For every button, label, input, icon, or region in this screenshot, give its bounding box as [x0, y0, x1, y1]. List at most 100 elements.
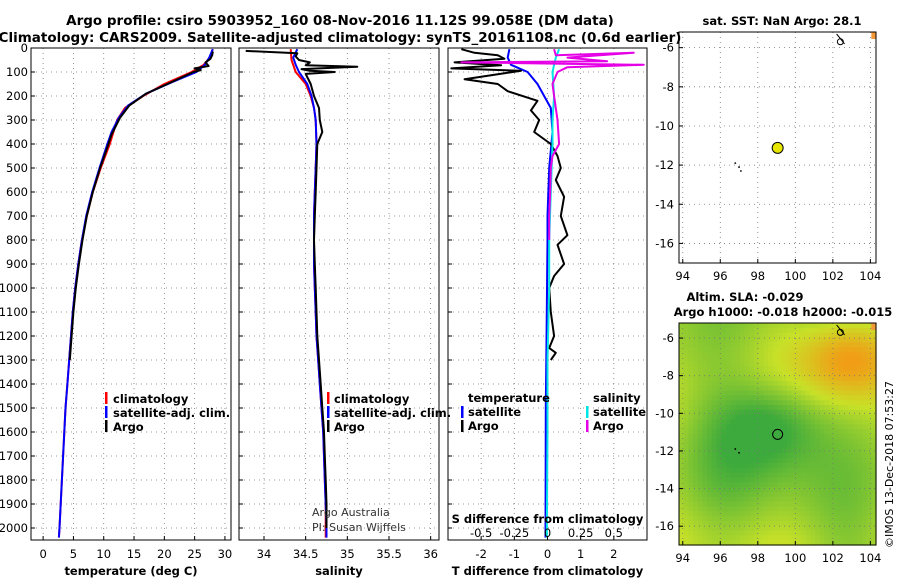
heatmap-cell	[707, 409, 713, 416]
heatmap-cell	[810, 380, 816, 387]
heatmap-cell	[725, 409, 732, 416]
heatmap-cell	[843, 477, 849, 483]
heatmap-cell	[721, 458, 727, 464]
heatmap-cell	[716, 424, 722, 430]
heatmap-cell	[791, 458, 797, 464]
heatmap-cell	[721, 351, 727, 358]
heatmap-cell	[866, 438, 872, 445]
y-tick-label: 0	[21, 41, 28, 55]
heatmap-cell	[871, 409, 877, 416]
heatmap-cell	[763, 491, 769, 498]
heatmap-cell	[805, 405, 811, 411]
heatmap-cell	[866, 530, 872, 536]
heatmap-cell	[707, 429, 713, 435]
heatmap-cell	[800, 477, 807, 483]
heatmap-cell	[693, 371, 699, 377]
heatmap-cell	[683, 405, 689, 411]
heatmap-cell	[754, 482, 760, 488]
x-axis-label: temperature (deg C)	[64, 564, 197, 578]
heatmap-cell	[683, 516, 689, 522]
heatmap-cell	[800, 472, 807, 479]
heatmap-cell	[852, 385, 858, 392]
heatmap-cell	[847, 496, 854, 503]
heatmap-cell	[749, 501, 755, 507]
heatmap-cell	[707, 438, 713, 445]
heatmap-cell	[730, 414, 736, 421]
heatmap-cell	[871, 458, 877, 464]
heatmap-cell	[754, 385, 760, 392]
heatmap-cell	[683, 332, 689, 339]
heatmap-cell	[702, 516, 708, 522]
heatmap-cell	[871, 516, 877, 522]
heatmap-cell	[871, 429, 877, 435]
heatmap-cell	[763, 472, 769, 479]
heatmap-cell	[871, 376, 877, 382]
heatmap-cell	[819, 419, 825, 425]
heatmap-cell	[805, 371, 811, 377]
heatmap-cell	[777, 361, 783, 368]
heatmap-cell	[707, 535, 713, 541]
heatmap-cell	[688, 366, 694, 372]
heatmap-cell	[805, 366, 811, 372]
heatmap-cell	[843, 409, 849, 416]
heatmap-cell	[693, 376, 699, 382]
heatmap-cell	[754, 535, 760, 541]
heatmap-cell	[739, 487, 746, 493]
heatmap-cell	[786, 342, 793, 348]
heatmap-cell	[838, 351, 844, 358]
heatmap-cell	[824, 535, 830, 541]
heatmap-cell	[791, 405, 797, 411]
heatmap-cell	[796, 511, 802, 517]
heatmap-cell	[735, 453, 741, 459]
heatmap-cell	[693, 361, 699, 368]
heatmap-cell	[688, 482, 694, 488]
heatmap-cell	[861, 356, 868, 363]
heatmap-cell	[833, 376, 840, 382]
heatmap-cell	[829, 409, 835, 416]
heatmap-cell	[833, 366, 840, 372]
heatmap-cell	[847, 376, 854, 382]
heatmap-cell	[777, 327, 783, 334]
heatmap-cell	[772, 337, 779, 343]
heatmap-cell	[763, 467, 769, 474]
heatmap-cell	[824, 501, 830, 507]
heatmap-cell	[758, 376, 765, 382]
heatmap-cell	[739, 424, 746, 430]
heatmap-cell	[819, 496, 825, 503]
heatmap-cell	[810, 438, 816, 445]
heatmap-cell	[782, 525, 788, 532]
heatmap-cell	[857, 390, 863, 396]
heatmap-cell	[772, 453, 779, 459]
coastline	[836, 33, 845, 45]
heatmap-cell	[758, 491, 765, 498]
heatmap-cell	[702, 487, 708, 493]
heatmap-cell	[796, 337, 802, 343]
heatmap-cell	[730, 337, 736, 343]
heatmap-cell	[749, 419, 755, 425]
heatmap-cell	[786, 351, 793, 358]
heatmap-cell	[777, 395, 783, 401]
y-tick-label: 1400	[0, 377, 28, 391]
heatmap-cell	[829, 462, 835, 469]
heatmap-cell	[702, 380, 708, 387]
heatmap-cell	[711, 400, 718, 406]
heatmap-cell	[735, 400, 741, 406]
heatmap-cell	[688, 337, 694, 343]
heatmap-cell	[791, 472, 797, 479]
legend-header-temperature: temperature	[468, 391, 550, 405]
heatmap-cell	[838, 405, 844, 411]
heatmap-cell	[847, 458, 854, 464]
y-tick-label: 200	[6, 89, 28, 103]
x-tick-label: 1	[577, 547, 584, 561]
heatmap-cell	[716, 462, 722, 469]
heatmap-cell	[739, 351, 746, 358]
heatmap-cell	[768, 530, 774, 536]
heatmap-cell	[871, 462, 877, 469]
heatmap-cell	[815, 482, 821, 488]
heatmap-cell	[847, 414, 854, 421]
heatmap-cell	[754, 414, 760, 421]
heatmap-cell	[702, 530, 708, 536]
heatmap-cell	[688, 438, 694, 445]
heatmap-cell	[857, 424, 863, 430]
heatmap-cell	[707, 530, 713, 536]
